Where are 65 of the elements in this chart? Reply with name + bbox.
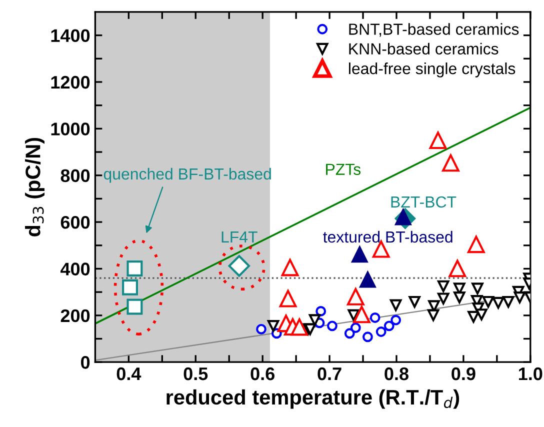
point (267, 320, 280, 332)
point (281, 258, 299, 276)
point (279, 290, 297, 308)
y-tick-label: 0 (81, 356, 90, 369)
point (468, 310, 480, 323)
point (472, 282, 484, 294)
y-tick-label: 1400 (51, 29, 90, 42)
y-tick-label: 200 (60, 309, 90, 322)
point (476, 308, 488, 320)
point (370, 312, 380, 323)
text: quenched BF-BT-based (104, 168, 271, 183)
point (316, 306, 326, 316)
legend-label: KNN-based ceramics (349, 42, 498, 55)
x-tick-label: 0.7 (318, 367, 342, 380)
point (362, 332, 373, 342)
point (390, 314, 402, 326)
legend-label: BNT,BT-based ceramics (349, 23, 519, 37)
point (429, 132, 447, 150)
point (437, 292, 450, 305)
x-tick-label: 0.4 (116, 367, 142, 380)
point (408, 296, 420, 308)
point (126, 298, 143, 315)
point (502, 296, 514, 308)
x-tick-label: 0.9 (452, 367, 476, 380)
point (390, 299, 402, 312)
x-axis-title: reduced temperature (R.T./T$_{d}$) (166, 389, 460, 409)
point (346, 288, 364, 306)
series-label: textured BT-based (323, 230, 452, 243)
point (350, 322, 361, 333)
y-tick-label: 600 (60, 216, 90, 229)
point (514, 292, 526, 304)
x-tick-label: 0.8 (384, 367, 408, 380)
point (352, 306, 370, 324)
point (427, 309, 440, 322)
point (442, 154, 460, 172)
point (327, 320, 338, 332)
point (122, 279, 138, 296)
y-tick-label: 400 (60, 262, 90, 276)
y-tick-label: 1200 (51, 76, 90, 89)
y-tick-label: 800 (60, 169, 90, 182)
point (308, 314, 321, 326)
point (384, 320, 394, 332)
y-axis-title: d$_{33}$ (pC/N) (25, 138, 44, 236)
point (467, 236, 485, 254)
point (126, 260, 143, 276)
point (437, 280, 450, 292)
point (290, 318, 308, 336)
point (482, 296, 494, 308)
point (448, 260, 466, 278)
series-label: PZTs (326, 164, 361, 175)
point (492, 296, 504, 309)
point (376, 326, 386, 337)
point (359, 271, 376, 288)
series-label: LF4T (222, 232, 258, 243)
point (344, 328, 355, 339)
y-tick-label: 1000 (51, 122, 90, 136)
x-tick-label: 0.5 (184, 367, 208, 380)
series-label: BZT-BCT (391, 196, 456, 208)
point (351, 246, 368, 263)
point (256, 324, 266, 334)
x-tick-label: 0.6 (250, 367, 274, 380)
x-tick-label: 1.0 (518, 367, 542, 380)
point (454, 292, 466, 304)
point (348, 309, 360, 322)
legend-label: lead-free single crystals (348, 62, 516, 78)
